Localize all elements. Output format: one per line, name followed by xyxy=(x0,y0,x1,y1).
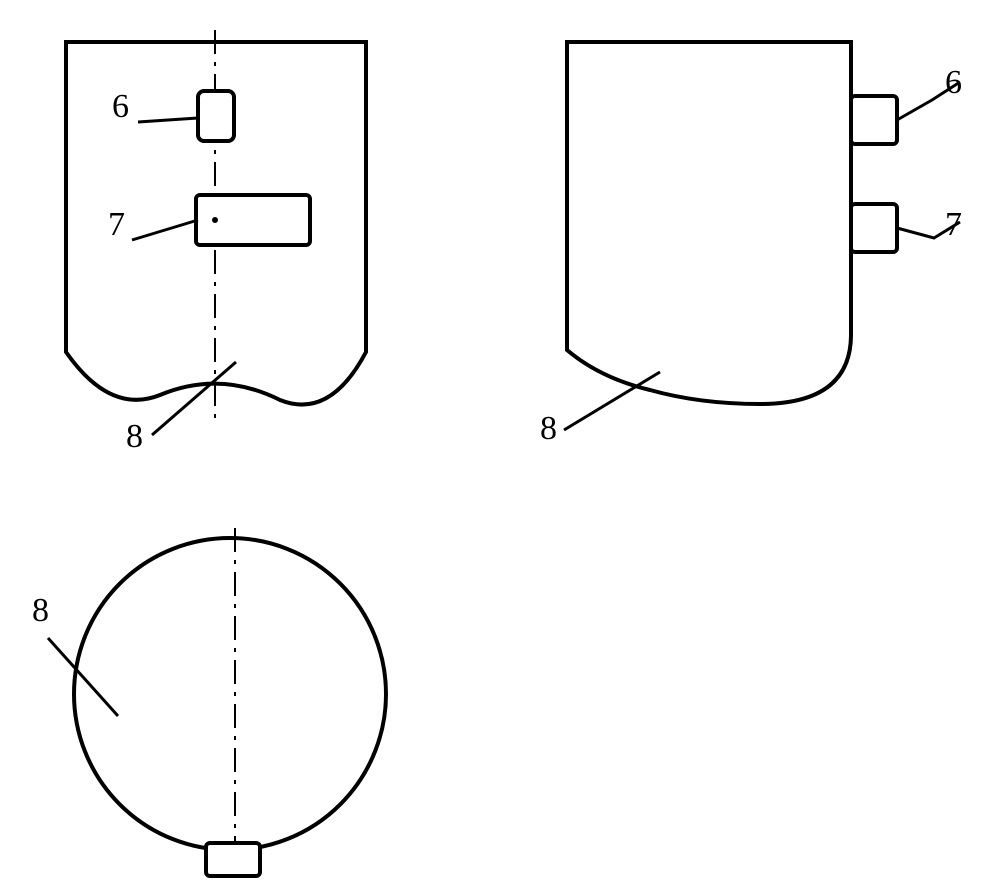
top-view-circle xyxy=(74,538,386,850)
top-label-8: 8 xyxy=(32,592,49,630)
top-leader-8 xyxy=(48,638,118,716)
top-view-port xyxy=(206,843,260,876)
top-view xyxy=(0,0,1000,883)
